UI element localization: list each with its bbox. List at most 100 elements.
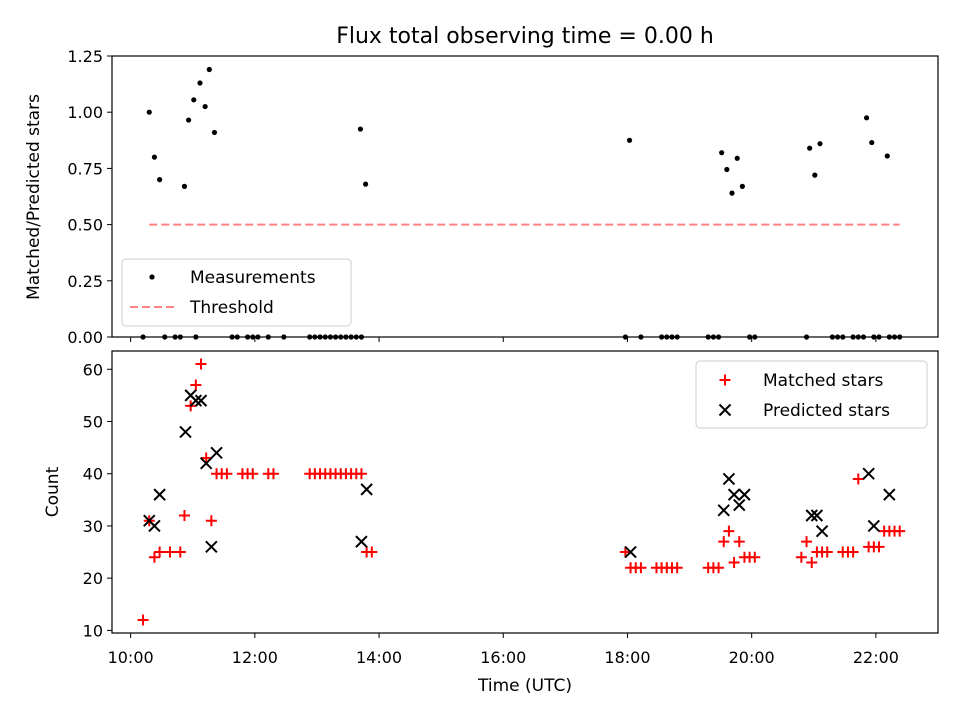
predicted-star-point (805, 509, 818, 522)
bottom-x-axis: 10:00 12:00 14:00 16:00 18:00 20:00 22:00 (108, 633, 899, 667)
legend-matched-label: Matched stars (763, 371, 883, 391)
matched-star-point (801, 536, 813, 548)
legend-predicted-marker (718, 403, 732, 417)
bottom-y-tick-label: 20 (83, 569, 103, 588)
matched-star-point (894, 525, 906, 537)
predicted-star-point (189, 394, 203, 407)
matched-star-point (205, 515, 217, 527)
measurement-point (729, 190, 735, 196)
measurement-point (626, 137, 633, 143)
predicted-star-point (360, 483, 373, 496)
predicted-star-point (733, 498, 746, 512)
measurement-point (869, 139, 875, 146)
top-y-tick-label: 1.00 (67, 103, 103, 122)
measurement-point (197, 80, 203, 86)
legend-matched-marker (719, 374, 731, 386)
matched-star-point (749, 551, 761, 563)
predicted-star-point (210, 446, 223, 460)
measurement-point (739, 183, 745, 189)
top-y-tick-label: 0.50 (67, 216, 103, 235)
matched-star-point (137, 614, 149, 626)
matched-star-point (718, 536, 730, 548)
legend-measurements-label: Measurements (190, 268, 316, 288)
measurement-point (807, 145, 813, 151)
matched-star-point (723, 525, 735, 537)
measurement-point (181, 183, 188, 189)
x-tick-label: 10:00 (108, 648, 154, 667)
matched-star-point (154, 546, 166, 558)
predicted-star-point (624, 545, 637, 559)
top-legend-box (121, 258, 352, 327)
matched-star-point (174, 546, 186, 558)
top-panel: 0.00 0.25 0.50 0.75 1.00 1.25 Matched/Predict… (24, 47, 939, 347)
matched-star-point (619, 546, 631, 558)
matched-star-point (267, 468, 279, 480)
matched-star-point (728, 557, 740, 568)
x-axis-label: Time (UTC) (477, 676, 572, 696)
predicted-star-point (862, 467, 875, 480)
measurement-point (357, 126, 364, 132)
bottom-y-tick-label: 50 (83, 413, 103, 432)
predicted-star-point (717, 504, 730, 517)
matched-star-point (366, 546, 378, 558)
measurement-point (863, 115, 870, 121)
measurement-point (817, 141, 823, 147)
matched-star-point (190, 379, 202, 391)
bottom-y-tick-label: 30 (83, 517, 103, 536)
x-tick-label: 18:00 (604, 648, 650, 667)
matched-star-point (635, 562, 647, 574)
top-x-ticks (130, 337, 877, 342)
top-y-tick-label: 1.25 (67, 47, 103, 66)
bottom-y-axis-label: Count (43, 466, 63, 517)
matched-star-point (200, 452, 212, 464)
matched-star-point (821, 546, 833, 558)
top-y-tick-label: 0.00 (67, 328, 103, 347)
matched-star-point (806, 557, 818, 568)
bottom-plot-frame (111, 350, 939, 634)
legend-predicted-label: Predicted stars (763, 401, 890, 421)
predicted-star-point (153, 488, 166, 501)
matched-star-point (178, 510, 190, 521)
bottom-legend: Matched stars Predicted stars (695, 360, 928, 429)
measurement-point (151, 154, 158, 160)
matched-star-point (148, 551, 160, 563)
measurement-point (884, 153, 890, 159)
x-tick-label: 16:00 (480, 648, 526, 667)
matched-star-point (713, 562, 725, 574)
bottom-y-tick-label: 40 (83, 465, 103, 484)
top-y-tick-label: 0.75 (67, 159, 103, 178)
measurement-point (812, 172, 818, 178)
measurement-point (211, 129, 218, 136)
measurement-point (724, 166, 730, 173)
bottom-legend-box (695, 360, 928, 429)
predicted-star-point (727, 488, 741, 501)
bottom-y-tick-label: 10 (83, 621, 103, 640)
top-y-tick-label: 0.25 (67, 272, 103, 291)
top-y-axis: 0.00 0.25 0.50 0.75 1.00 1.25 (67, 47, 112, 347)
matched-star-point (847, 546, 859, 558)
top-y-axis-label: Matched/Predicted stars (24, 94, 44, 300)
matched-star-point (221, 468, 233, 480)
predicted-star-point (883, 488, 896, 501)
measurement-point (185, 117, 192, 123)
chart-title: Flux total observing time = 0.00 h (336, 24, 714, 49)
matched-star-point (671, 562, 683, 574)
predicted-star-point (199, 457, 213, 470)
predicted-star-point (810, 509, 824, 522)
bottom-marks (137, 358, 906, 626)
matched-star-point (795, 551, 807, 563)
measurement-point (362, 181, 369, 187)
top-plot-frame (111, 55, 939, 338)
bottom-y-axis: 10 20 30 40 50 60 (83, 360, 112, 640)
matched-star-point (733, 536, 745, 548)
matched-star-point (164, 546, 176, 558)
predicted-star-point (194, 394, 208, 407)
x-tick-label: 20:00 (729, 648, 775, 667)
predicted-star-point (205, 540, 218, 554)
measurement-point (719, 150, 725, 156)
measurement-point (734, 155, 740, 161)
matched-star-point (355, 468, 367, 480)
predicted-star-point (355, 535, 368, 548)
x-tick-label: 22:00 (853, 648, 899, 667)
